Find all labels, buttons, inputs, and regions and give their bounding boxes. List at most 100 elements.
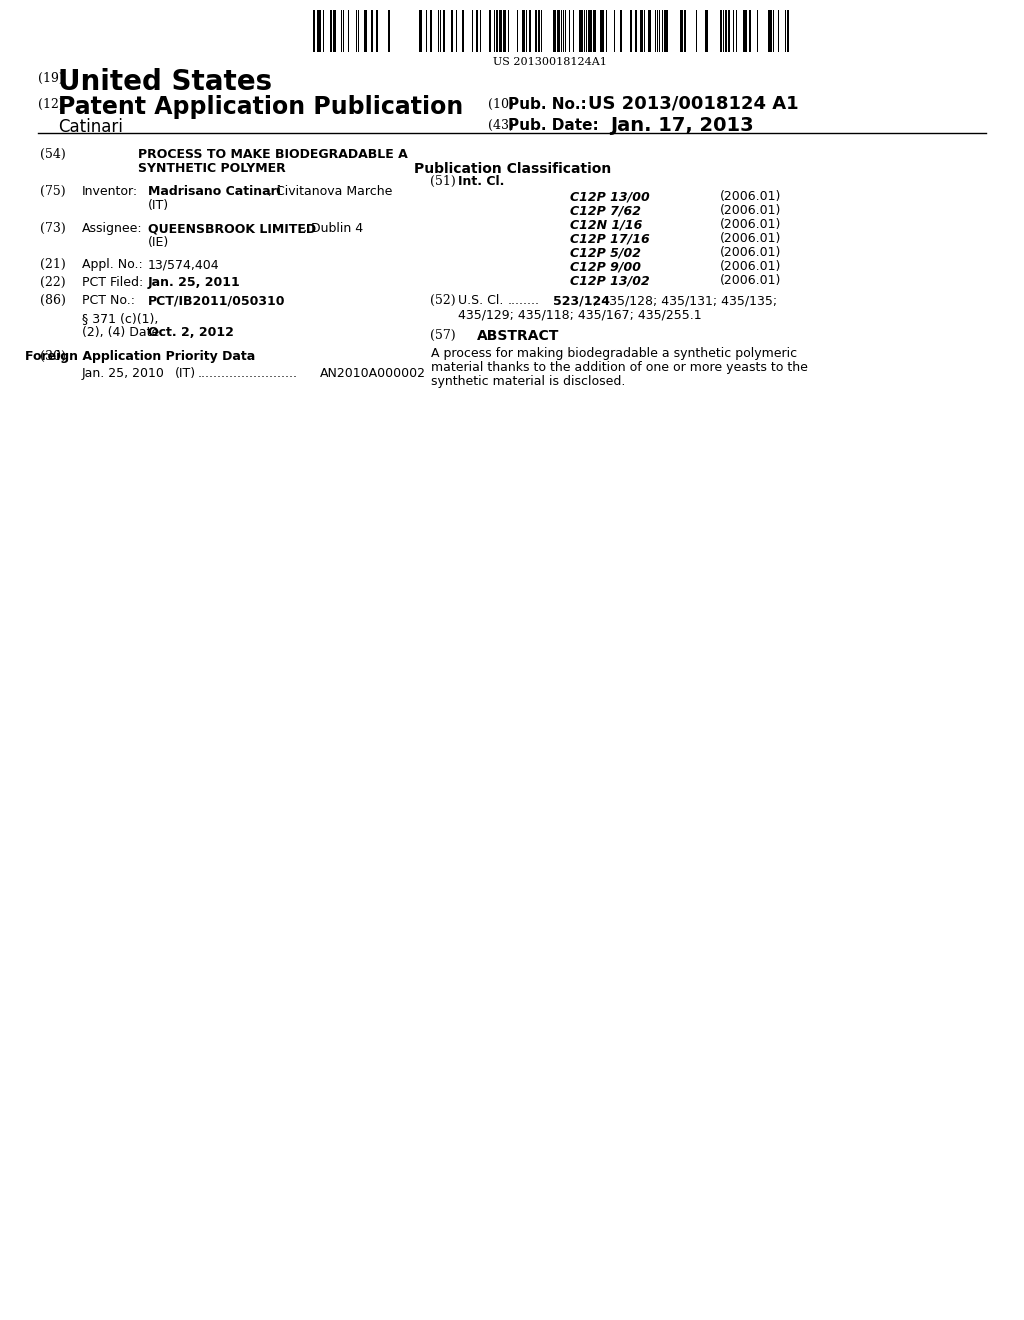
Text: C12P 9/00: C12P 9/00	[570, 260, 641, 273]
Text: (51): (51)	[430, 176, 456, 187]
Text: C12P 7/62: C12P 7/62	[570, 205, 641, 216]
Bar	[664, 11, 668, 51]
Bar	[684, 11, 686, 51]
Bar	[419, 11, 422, 51]
Text: .........................: .........................	[198, 367, 298, 380]
Bar	[529, 11, 531, 51]
Text: C12N 1/16: C12N 1/16	[570, 218, 642, 231]
Bar	[768, 11, 772, 51]
Bar	[728, 11, 730, 51]
Text: A process for making biodegradable a synthetic polymeric: A process for making biodegradable a syn…	[431, 347, 797, 360]
Text: Pub. No.:: Pub. No.:	[508, 96, 587, 112]
Bar	[476, 11, 478, 51]
Text: (IE): (IE)	[148, 236, 169, 249]
Text: , Dublin 4: , Dublin 4	[303, 222, 364, 235]
Text: (12): (12)	[38, 98, 63, 111]
Text: Appl. No.:: Appl. No.:	[82, 257, 142, 271]
Bar	[503, 11, 506, 51]
Text: Jan. 17, 2013: Jan. 17, 2013	[610, 116, 754, 135]
Text: (2), (4) Date:: (2), (4) Date:	[82, 326, 164, 339]
Bar	[720, 11, 722, 51]
Bar	[430, 11, 432, 51]
Bar	[557, 11, 560, 51]
Text: C12P 13/02: C12P 13/02	[570, 275, 650, 286]
Text: (54): (54)	[40, 148, 66, 161]
Text: Int. Cl.: Int. Cl.	[458, 176, 505, 187]
Bar	[313, 11, 315, 51]
Text: PCT Filed:: PCT Filed:	[82, 276, 143, 289]
Bar	[705, 11, 708, 51]
Text: (2006.01): (2006.01)	[720, 218, 781, 231]
Text: PCT/IB2011/050310: PCT/IB2011/050310	[148, 294, 286, 308]
Text: ABSTRACT: ABSTRACT	[477, 329, 559, 343]
Bar	[317, 11, 321, 51]
Bar	[743, 11, 746, 51]
Text: , Civitanova Marche: , Civitanova Marche	[268, 185, 392, 198]
Bar	[593, 11, 596, 51]
Text: Oct. 2, 2012: Oct. 2, 2012	[148, 326, 233, 339]
Bar	[635, 11, 637, 51]
Text: 523/124: 523/124	[553, 294, 610, 308]
Text: US 2013/0018124 A1: US 2013/0018124 A1	[588, 95, 799, 114]
Bar	[330, 11, 332, 51]
Text: (19): (19)	[38, 73, 63, 84]
Bar	[489, 11, 490, 51]
Text: (52): (52)	[430, 294, 456, 308]
Bar	[538, 11, 540, 51]
Bar	[787, 11, 790, 51]
Text: Patent Application Publication: Patent Application Publication	[58, 95, 463, 119]
Bar	[462, 11, 464, 51]
Bar	[680, 11, 683, 51]
Text: (2006.01): (2006.01)	[720, 275, 781, 286]
Bar	[553, 11, 556, 51]
Bar	[600, 11, 604, 51]
Text: SYNTHETIC POLYMER: SYNTHETIC POLYMER	[138, 162, 286, 176]
Text: QUEENSBROOK LIMITED: QUEENSBROOK LIMITED	[148, 222, 316, 235]
Text: C12P 13/00: C12P 13/00	[570, 190, 650, 203]
Bar	[522, 11, 525, 51]
Text: 13/574,404: 13/574,404	[148, 257, 219, 271]
Text: Foreign Application Priority Data: Foreign Application Priority Data	[25, 350, 255, 363]
Bar	[333, 11, 336, 51]
Text: Pub. Date:: Pub. Date:	[508, 117, 599, 133]
Bar	[364, 11, 367, 51]
Text: (IT): (IT)	[148, 199, 169, 213]
Text: (21): (21)	[40, 257, 66, 271]
Bar	[496, 11, 498, 51]
Text: (73): (73)	[40, 222, 66, 235]
Text: (2006.01): (2006.01)	[720, 205, 781, 216]
Bar	[376, 11, 378, 51]
Text: (22): (22)	[40, 276, 66, 289]
Text: (IT): (IT)	[175, 367, 197, 380]
Bar	[579, 11, 583, 51]
Text: (57): (57)	[430, 329, 456, 342]
Bar	[725, 11, 727, 51]
Text: United States: United States	[58, 69, 272, 96]
Text: (2006.01): (2006.01)	[720, 190, 781, 203]
Bar	[648, 11, 651, 51]
Text: AN2010A000002: AN2010A000002	[319, 367, 426, 380]
Bar	[630, 11, 632, 51]
Text: 435/129; 435/118; 435/167; 435/255.1: 435/129; 435/118; 435/167; 435/255.1	[458, 308, 701, 321]
Bar	[588, 11, 592, 51]
Bar	[640, 11, 643, 51]
Text: (43): (43)	[488, 119, 514, 132]
Text: (2006.01): (2006.01)	[720, 260, 781, 273]
Text: PROCESS TO MAKE BIODEGRADABLE A: PROCESS TO MAKE BIODEGRADABLE A	[138, 148, 408, 161]
Text: § 371 (c)(1),: § 371 (c)(1),	[82, 312, 159, 325]
Bar	[451, 11, 453, 51]
Text: Assignee:: Assignee:	[82, 222, 142, 235]
Bar	[371, 11, 373, 51]
Text: U.S. Cl.: U.S. Cl.	[458, 294, 504, 308]
Text: (2006.01): (2006.01)	[720, 246, 781, 259]
Text: (75): (75)	[40, 185, 66, 198]
Text: Publication Classification: Publication Classification	[415, 162, 611, 176]
Text: ; 435/128; 435/131; 435/135;: ; 435/128; 435/131; 435/135;	[593, 294, 777, 308]
Bar	[620, 11, 622, 51]
Bar	[388, 11, 390, 51]
Text: (30): (30)	[40, 350, 66, 363]
Text: Jan. 25, 2011: Jan. 25, 2011	[148, 276, 241, 289]
Text: ........: ........	[508, 294, 540, 308]
Bar	[749, 11, 751, 51]
Text: (86): (86)	[40, 294, 66, 308]
